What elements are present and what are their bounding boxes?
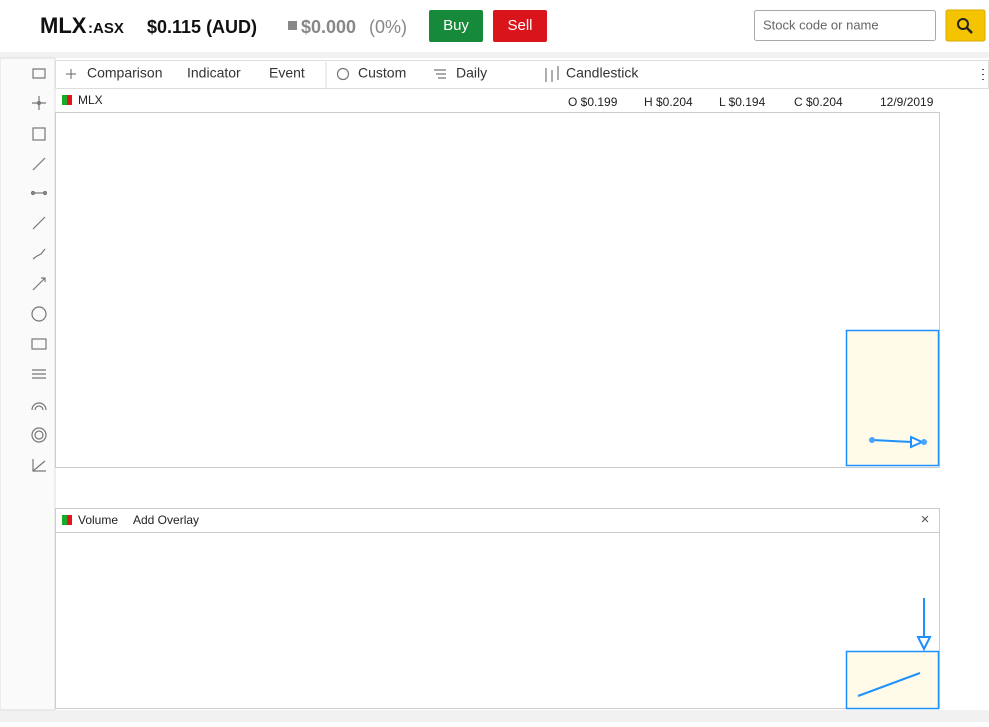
search-placeholder[interactable]: Stock code or name (763, 17, 879, 32)
volume-plot (55, 508, 940, 709)
drawing-tools[interactable] (30, 68, 48, 472)
sell-button[interactable] (493, 10, 547, 42)
change-icon (288, 21, 297, 30)
arrow-annotation (857, 435, 932, 697)
search-box[interactable] (754, 10, 936, 41)
toolbar (55, 60, 989, 89)
readout-open: O $0.199 (568, 95, 618, 109)
highlight-box (845, 650, 940, 710)
readout-low: L $0.194 (719, 95, 766, 109)
clock-icon (336, 67, 350, 81)
readout-close: C $0.204 (794, 95, 843, 109)
buy-button[interactable] (429, 10, 483, 42)
volume-title: Volume (78, 513, 118, 527)
close-panel[interactable]: × (921, 511, 930, 528)
tool-column (0, 57, 56, 711)
plus-icon (66, 69, 76, 79)
stock-code: MLX (40, 13, 87, 38)
price-plot (55, 112, 940, 468)
search-icon (957, 18, 973, 34)
highlight-box (845, 329, 940, 467)
period-icon (434, 69, 446, 79)
legend-down (67, 95, 72, 105)
buy-label[interactable]: Buy (443, 17, 469, 34)
readout-high: H $0.204 (644, 95, 693, 109)
exchange: :ASX (88, 20, 124, 37)
comparison[interactable]: Comparison (87, 65, 162, 81)
legend-up (62, 515, 67, 525)
custom[interactable]: Custom (358, 65, 406, 81)
change-pct: (0%) (369, 17, 407, 37)
legend-up (62, 95, 67, 105)
event[interactable]: Event (269, 65, 305, 81)
candlestick[interactable]: Candlestick (566, 65, 639, 81)
add-overlay[interactable]: Add Overlay (133, 513, 199, 527)
candle-icon (545, 66, 559, 82)
price-title: MLX (78, 93, 103, 107)
change: $0.000 (301, 17, 356, 37)
readout-date: 12/9/2019 (880, 95, 934, 109)
indicator[interactable]: Indicator (187, 65, 241, 81)
search-button[interactable] (945, 9, 986, 42)
daily[interactable]: Daily (456, 65, 487, 81)
price: $0.115 (AUD) (147, 17, 257, 37)
legend-down (67, 515, 72, 525)
sell-label[interactable]: Sell (507, 17, 532, 34)
